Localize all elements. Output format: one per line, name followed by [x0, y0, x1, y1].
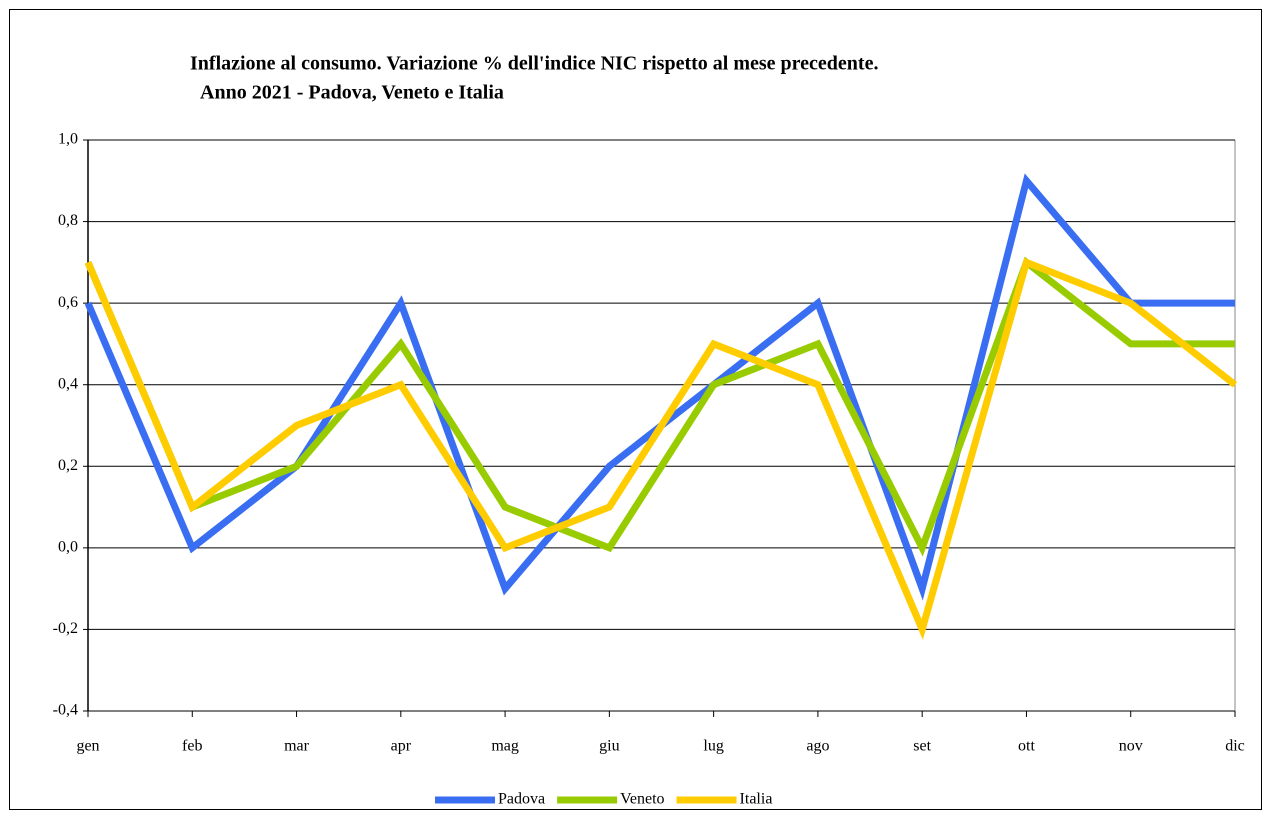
x-tick-label: mar: [284, 738, 310, 755]
y-tick-label: 0,6: [58, 294, 78, 311]
chart-title: Anno 2021 - Padova, Veneto e Italia: [200, 82, 504, 104]
legend-label: Padova: [498, 791, 545, 808]
line-series: [84, 257, 1238, 640]
x-tick-label: set: [913, 738, 931, 755]
x-tick-label: ott: [1018, 738, 1035, 755]
legend-label: Veneto: [620, 791, 664, 808]
x-tick-label: mag: [491, 738, 519, 755]
x-tick-label: ago: [806, 738, 829, 755]
line-series: [84, 256, 1235, 557]
x-tick-label: nov: [1119, 738, 1143, 755]
y-tick-label: 0,4: [58, 375, 78, 392]
x-tick-label: feb: [182, 738, 202, 755]
y-tick-label: -0,4: [53, 702, 78, 719]
x-tick-label: giu: [599, 738, 619, 755]
x-tick-label: dic: [1225, 738, 1245, 755]
y-tick-label: 0,2: [58, 457, 78, 474]
chart-title: Inflazione al consumo. Variazione % dell…: [190, 53, 878, 75]
y-tick-label: 1,0: [58, 131, 78, 148]
chart-frame: [9, 9, 1262, 810]
legend-label: Italia: [740, 791, 773, 808]
x-tick-label: gen: [76, 738, 99, 755]
x-tick-label: lug: [703, 738, 723, 755]
y-tick-label: 0,8: [58, 212, 78, 229]
y-tick-label: -0,2: [53, 620, 78, 637]
y-tick-label: 0,0: [58, 539, 78, 556]
x-tick-label: apr: [391, 738, 412, 755]
